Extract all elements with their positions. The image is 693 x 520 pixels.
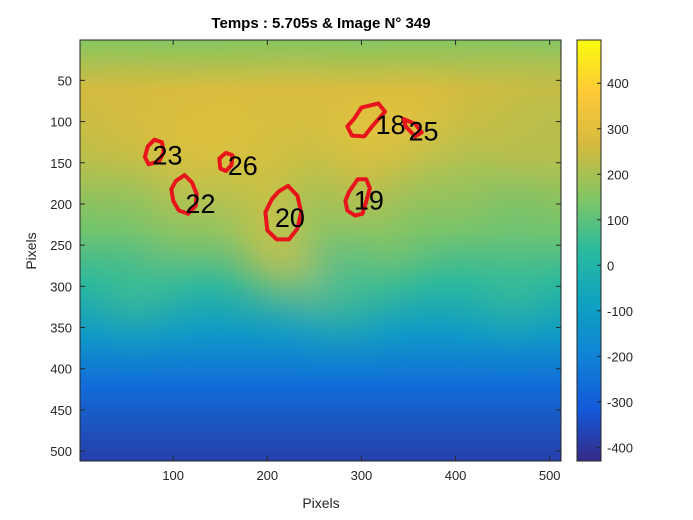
colorbar-tick-label: 400: [607, 76, 629, 91]
plot-area: 18 25 23 26 22 19 20: [79, 39, 562, 462]
x-tick-label: 400: [445, 468, 467, 483]
region-label-20: 20: [275, 203, 305, 233]
x-tick-label: 200: [256, 468, 278, 483]
chart-title: Temps : 5.705s & Image N° 349: [211, 15, 430, 32]
region-label-19: 19: [354, 186, 384, 216]
colorbar-frame: [576, 39, 602, 462]
colorbar-fill: [577, 40, 601, 461]
region-label-22: 22: [185, 189, 215, 219]
region-outline-23: [142, 137, 166, 167]
heat-blob-6: [463, 83, 524, 144]
colorbar-tick-label: -100: [607, 304, 633, 319]
y-tick-label: 250: [50, 238, 72, 253]
heat-blob-9: [237, 149, 298, 210]
y-axis-label: Pixels: [23, 232, 39, 269]
y-tick-label: 350: [50, 321, 72, 336]
heatmap-field: [86, 83, 561, 325]
heat-blob-11: [425, 149, 486, 210]
colorbar-tick-label: 100: [607, 213, 629, 228]
heat-blob-15: [359, 215, 420, 276]
heat-blob-14: [152, 198, 213, 259]
y-tick-label: 500: [50, 444, 72, 459]
heat-blob-8: [162, 149, 223, 210]
region-outline-19: [343, 177, 372, 218]
y-tick-label: 200: [50, 197, 72, 212]
y-tick-label: 50: [58, 73, 72, 88]
region-outline-18: [345, 101, 387, 139]
heat-blob-1: [143, 99, 204, 160]
region-outline-22: [169, 173, 199, 216]
heat-blob-17: [105, 256, 166, 317]
colorbar-tick-label: -400: [607, 440, 633, 455]
colorbar-tick-label: -200: [607, 349, 633, 364]
colorbar-tick-label: 0: [607, 258, 614, 273]
plot-frame: [79, 39, 562, 462]
colorbar-tick-label: -300: [607, 395, 633, 410]
heat-blob-2: [199, 95, 260, 156]
y-tick-label: 450: [50, 403, 72, 418]
y-tick-label: 150: [50, 156, 72, 171]
x-axis-ticks: 100 200 300 400 500: [162, 40, 561, 483]
colorbar-tick-label: 300: [607, 122, 629, 137]
colorbar: 400 300 200 100 0 -100 -200 -300 -400: [576, 39, 633, 462]
region-outline-20: [263, 183, 304, 242]
heat-blob-0: [86, 91, 147, 152]
x-tick-label: 100: [162, 468, 184, 483]
heat-blob-19: [482, 256, 543, 317]
heat-blob-3: [265, 83, 326, 144]
region-label-26: 26: [228, 151, 258, 181]
colorbar-ticks: 400 300 200 100 0 -100 -200 -300 -400: [597, 76, 633, 455]
x-tick-label: 300: [351, 468, 373, 483]
region-outline-25: [401, 117, 424, 139]
heat-blob-5: [387, 91, 448, 152]
colorbar-tick-label: 200: [607, 167, 629, 182]
heat-blob-4: [331, 99, 392, 160]
heat-blob-7: [519, 83, 561, 144]
y-tick-label: 300: [50, 279, 72, 294]
y-axis-ticks: 50 100 150 200 250 300 350 400 450 500: [50, 73, 561, 459]
y-tick-label: 400: [50, 362, 72, 377]
region-label-25: 25: [409, 116, 439, 146]
x-axis-label: Pixels: [302, 495, 339, 511]
region-outline-26: [217, 150, 235, 173]
heat-blob-18: [312, 264, 373, 325]
detected-regions: 18 25 23 26 22 19 20: [142, 101, 439, 242]
region-label-23: 23: [152, 140, 182, 170]
region-label-18: 18: [376, 110, 406, 140]
y-tick-label: 100: [50, 115, 72, 130]
x-tick-label: 500: [539, 468, 561, 483]
heat-blob-13: [256, 231, 317, 292]
heat-blob-16: [482, 190, 543, 251]
